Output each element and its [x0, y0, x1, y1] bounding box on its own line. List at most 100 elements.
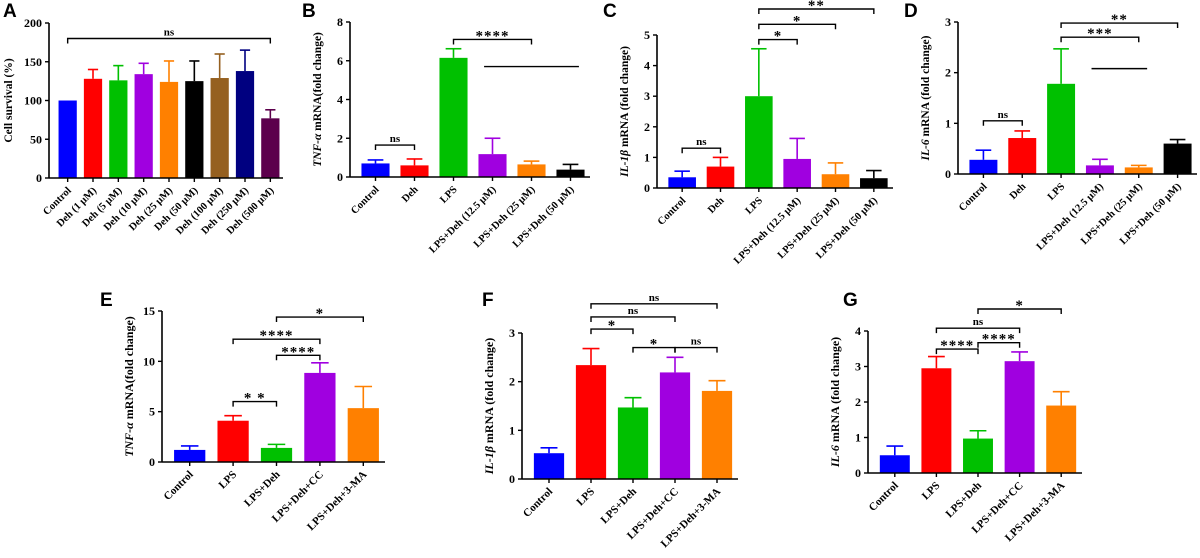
- x-tick-label: LPS: [216, 469, 239, 492]
- bar: [174, 449, 206, 462]
- y-tick-label: 0: [509, 472, 515, 486]
- x-tick-label: LPS: [744, 195, 766, 217]
- bar: [1008, 138, 1037, 174]
- significance-label: *: [608, 318, 617, 334]
- significance-bracket: [935, 348, 979, 355]
- significance-bracket: [275, 316, 364, 323]
- significance-bracket: [232, 338, 321, 345]
- y-tick-label: 0: [855, 466, 861, 480]
- x-tick-label: LPS+Deh (12.5 μM): [1035, 181, 1107, 253]
- significance-bracket: [374, 144, 416, 151]
- y-tick-label: 200: [24, 16, 42, 30]
- bar: [783, 158, 811, 188]
- bar: [533, 453, 565, 479]
- panel-d: D 0 1 2 3 IL-6 mRNA (fold change) Control Deh LP…: [904, 1, 1197, 253]
- significance-bracket: [982, 120, 1023, 126]
- y-tick-label: 2: [644, 120, 650, 134]
- panel-b: B 0 2 4 6 8 TNF-α mRNA(fold change) Control Deh L…: [302, 1, 590, 256]
- y-tick-label: 2: [855, 395, 861, 409]
- bar: [921, 368, 952, 473]
- significance-label: ***: [1087, 26, 1113, 42]
- bar: [400, 165, 429, 177]
- y-tick-label: 50: [30, 132, 42, 146]
- bar: [745, 96, 773, 188]
- significance-label: ****: [260, 328, 294, 344]
- significance-label: * *: [244, 391, 266, 407]
- y-axis-label: IL-6 mRNA (fold change): [828, 337, 842, 468]
- bar: [575, 365, 607, 479]
- y-axis-label-italic: IL-6: [920, 139, 932, 161]
- y-tick-label: 5: [644, 28, 650, 42]
- bar: [821, 174, 850, 188]
- y-axis-label: TNF-α mRNA(fold change): [122, 316, 136, 457]
- bar: [879, 455, 910, 473]
- significance-bracket: [977, 308, 1062, 314]
- panel-label: E: [100, 290, 113, 311]
- significance-bracket: [452, 38, 533, 45]
- x-tick-label: LPS: [1046, 181, 1068, 203]
- y-tick-label: 4: [337, 93, 343, 107]
- y-tick-label: 10: [143, 354, 155, 368]
- bar: [517, 164, 546, 177]
- x-tick-label: Control: [521, 486, 555, 520]
- y-tick-label: 1: [945, 116, 951, 130]
- bar: [217, 420, 249, 462]
- significance-label: ns: [998, 109, 1009, 121]
- significance-label: ns: [973, 316, 984, 328]
- significance-label: ****: [281, 344, 315, 360]
- bar: [668, 177, 696, 188]
- significance-bracket: [590, 316, 676, 322]
- x-tick-label: LPS: [438, 184, 460, 206]
- x-tick-label: LPS+Deh: [599, 486, 640, 527]
- y-tick-label: 3: [945, 15, 951, 29]
- bar: [235, 71, 255, 178]
- x-tick-label: LPS: [574, 486, 597, 509]
- bar: [701, 390, 733, 479]
- bar: [1046, 405, 1077, 473]
- y-axis-label-italic: IL-6: [828, 445, 842, 468]
- significance-bracket: [275, 354, 321, 361]
- panel-label: B: [302, 1, 316, 22]
- y-axis-label-italic: TNF-α: [122, 422, 136, 457]
- y-axis-label-text: mRNA (fold change): [828, 337, 842, 445]
- bar: [261, 118, 280, 178]
- panel-label: G: [843, 290, 858, 311]
- y-tick-label: 0: [337, 170, 343, 184]
- y-axis-label-italic: IL-1β: [619, 150, 631, 178]
- y-tick-label: 0: [149, 455, 155, 469]
- significance-bracket: [758, 23, 837, 30]
- bar: [860, 178, 888, 188]
- bar: [347, 408, 379, 462]
- significance-label: ns: [649, 292, 660, 304]
- y-tick-label: 1: [509, 423, 515, 437]
- panel-label: F: [482, 290, 494, 311]
- bar: [83, 78, 103, 178]
- y-tick-label: 150: [24, 55, 42, 69]
- significance-bracket: [758, 38, 798, 45]
- y-axis-label: TNF-α mRNA(fold change): [312, 32, 324, 167]
- y-tick-label: 1: [855, 431, 861, 445]
- bar: [58, 100, 77, 178]
- bar: [304, 372, 336, 462]
- panel-g: G 0 1 2 3 4 IL-6 mRNA (fold change) Control LPS L…: [828, 290, 1082, 544]
- y-axis-label: IL-1β mRNA (fold change): [619, 46, 631, 178]
- y-axis-label-text: mRNA(fold change): [312, 32, 324, 134]
- bar: [134, 74, 153, 178]
- bar: [361, 163, 390, 177]
- bar: [963, 438, 993, 473]
- x-tick-label: LPS: [920, 480, 943, 503]
- significance-label: *: [316, 306, 325, 322]
- significance-bracket: [1060, 36, 1140, 43]
- significance-label: ****: [476, 28, 510, 44]
- significance-label: ns: [164, 27, 175, 39]
- x-tick-label: Control: [349, 184, 381, 216]
- bar: [478, 154, 507, 177]
- y-tick-label: 1: [644, 150, 650, 164]
- bar: [1124, 167, 1153, 174]
- significance-label: *: [1015, 298, 1024, 314]
- panel-label: D: [904, 1, 918, 22]
- bar: [439, 57, 468, 177]
- panel-label: A: [3, 1, 17, 22]
- panel-f: F 0 1 2 3 IL-1β mRNA (fold change) Control LPS L…: [482, 290, 738, 550]
- y-tick-label: 0: [36, 171, 42, 185]
